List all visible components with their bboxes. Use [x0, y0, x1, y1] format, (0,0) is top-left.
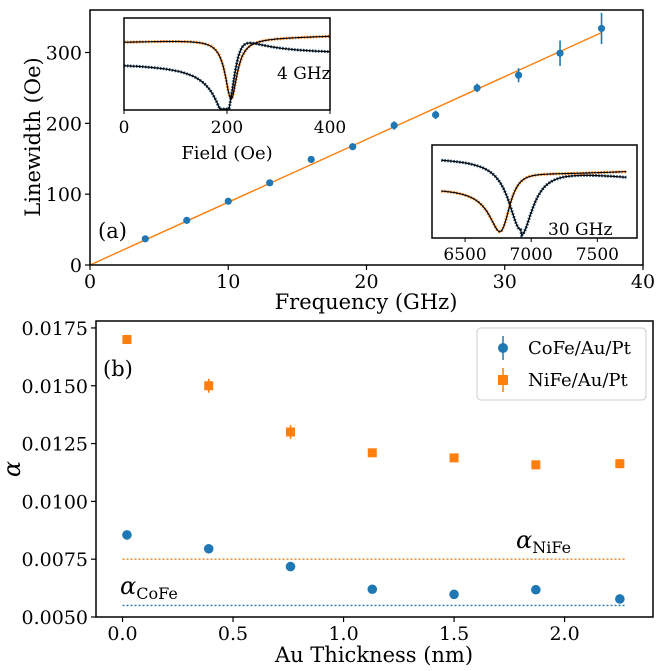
data-point-square — [531, 460, 541, 470]
x-tick-label: 40 — [631, 271, 655, 293]
panel-a-tag: (a) — [98, 219, 127, 243]
panel-b-frame — [95, 320, 654, 618]
inset-30ghz-annotation: 30 GHz — [548, 220, 612, 240]
data-point-circle — [449, 589, 459, 600]
data-point — [307, 155, 315, 164]
inset-30ghz-frame — [431, 144, 638, 239]
data-point-square — [122, 335, 132, 344]
inset-x-tick-label: 0 — [119, 118, 130, 138]
x-tick-label: 1.5 — [439, 623, 469, 645]
y-tick-label: 0.0175 — [22, 318, 88, 340]
panel-b-x-ticks: 0.0 0.5 1.0 1.5 2.0 — [107, 617, 580, 645]
data-point-circle — [531, 584, 541, 595]
data-point-circle — [122, 530, 132, 540]
data-point — [556, 49, 564, 57]
y-tick-label: 0.0075 — [22, 549, 88, 571]
data-point-square — [204, 381, 214, 391]
data-point — [432, 111, 440, 119]
data-point-circle — [615, 594, 625, 604]
inset-x-tick-label: 400 — [314, 118, 346, 138]
panel-a-y-ticks: 0 100 200 300 — [46, 43, 90, 277]
data-point-square — [367, 448, 377, 458]
inset-x-tick-label: 6500 — [443, 245, 486, 265]
inset-30ghz-x-ticks: 6500 7000 7500 — [443, 238, 619, 265]
panel-b-data-points — [122, 334, 625, 604]
data-point-circle — [285, 561, 296, 572]
data-point-circle — [367, 584, 378, 595]
data-point — [514, 71, 523, 79]
panel-a-data-points — [141, 12, 606, 243]
inset-30ghz-fit-curve — [441, 171, 627, 233]
data-point — [597, 24, 606, 33]
data-point-square — [286, 427, 296, 437]
x-tick-label: 10 — [216, 271, 240, 293]
inset-30ghz: 6500 7000 7500 30 GHz — [431, 144, 638, 265]
y-tick-label: 0.0050 — [22, 607, 88, 629]
y-tick-label: 100 — [46, 184, 82, 206]
data-point-square — [615, 459, 625, 469]
x-tick-label: 0.5 — [218, 623, 248, 645]
x-tick-label: 20 — [354, 271, 378, 293]
legend-label-nife: NiFe/Au/Pt — [528, 370, 628, 391]
data-point-square — [449, 453, 459, 463]
data-point — [266, 179, 274, 187]
alpha-nife-label: αNiFe — [516, 526, 571, 557]
x-tick-label: 2.0 — [549, 623, 579, 645]
panel-a-x-axis-label: Frequency (GHz) — [275, 290, 458, 314]
legend-box — [476, 327, 647, 401]
data-point — [349, 143, 357, 151]
data-point — [224, 197, 232, 205]
inset-4ghz-x-axis-label: Field (Oe) — [181, 143, 272, 164]
data-point — [141, 235, 149, 243]
x-tick-label: 0.0 — [107, 623, 137, 645]
inset-4ghz-annotation: 4 GHz — [277, 64, 331, 84]
data-point — [390, 121, 398, 130]
panel-b-y-axis-label: α — [0, 461, 26, 477]
panel-b: 0.0 0.5 1.0 1.5 2.0 0.0050 0.0075 0.0100 0.0125… — [0, 318, 654, 667]
x-tick-label: 0 — [84, 271, 96, 293]
panel-a-y-axis-label: Linewidth (Oe) — [21, 57, 45, 216]
panel-a-x-ticks: 0 10 20 30 40 — [84, 265, 655, 293]
panel-a-frame — [89, 9, 644, 266]
panel-b-y-ticks: 0.0050 0.0075 0.0100 0.0125 0.0150 0.0175 — [22, 318, 96, 629]
legend-label-cofe: CoFe/Au/Pt — [528, 338, 632, 359]
data-point-circle — [203, 543, 214, 554]
y-tick-label: 300 — [46, 43, 82, 65]
inset-4ghz-fit-curve — [123, 42, 331, 110]
inset-30ghz-fit-curve — [441, 159, 627, 237]
x-tick-label: 30 — [493, 271, 517, 293]
legend-item-cofe: CoFe/Au/Pt — [498, 336, 632, 360]
fit-line — [89, 32, 602, 266]
inset-4ghz: 0 200 400 Field (Oe) 4 GHz — [119, 17, 346, 164]
inset-4ghz-x-ticks: 0 200 400 — [119, 110, 346, 138]
inset-x-tick-label: 7000 — [510, 245, 553, 265]
y-tick-label: 200 — [46, 113, 82, 135]
x-tick-label: 1.0 — [328, 623, 358, 645]
legend: CoFe/Au/Pt NiFe/Au/Pt — [476, 327, 647, 401]
alpha-cofe-label: αCoFe — [120, 572, 178, 603]
y-tick-label: 0.0100 — [22, 491, 88, 513]
data-point — [473, 84, 481, 92]
inset-4ghz-fit-curve — [123, 35, 331, 100]
legend-marker-square — [498, 375, 508, 385]
y-tick-label: 0.0125 — [22, 434, 88, 456]
inset-x-tick-label: 200 — [211, 118, 243, 138]
legend-marker-circle — [498, 343, 508, 353]
data-point — [183, 216, 191, 224]
inset-x-tick-label: 7500 — [576, 245, 619, 265]
panel-b-x-axis-label: Au Thickness (nm) — [274, 643, 473, 667]
y-tick-label: 0 — [70, 255, 82, 277]
panel-a: 0 10 20 30 40 0 100 200 300 Frequency (GHz) Lin… — [21, 9, 655, 314]
panel-b-tag: (b) — [103, 357, 133, 381]
legend-item-nife: NiFe/Au/Pt — [498, 368, 628, 392]
y-tick-label: 0.0150 — [22, 376, 88, 398]
